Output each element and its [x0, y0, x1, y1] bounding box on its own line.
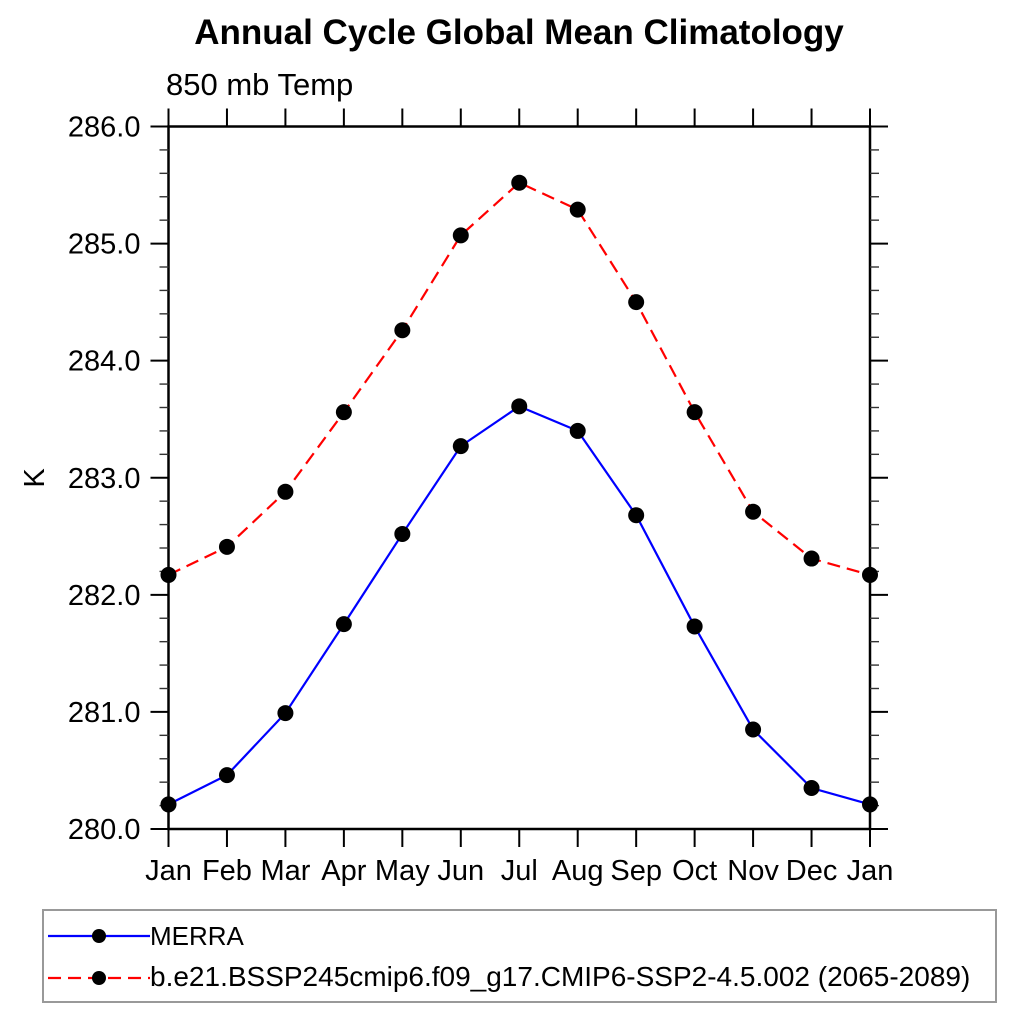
legend-line-sample-dashed — [48, 971, 150, 985]
y-axis-title: K — [19, 468, 51, 488]
legend-label-model: b.e21.BSSP245cmip6.f09_g17.CMIP6-SSP2-4.… — [150, 961, 971, 992]
data-point-marker — [803, 780, 820, 797]
x-axis: Jan Feb Mar Apr May Jun Jul Aug Sep Oct Nov Dec Jan — [145, 108, 894, 887]
data-point-marker — [511, 398, 528, 415]
x-tick-label: May — [375, 855, 430, 887]
x-tick-label: Aug — [552, 855, 604, 887]
y-tick-label: 283.0 — [68, 463, 141, 495]
chart-subtitle: 850 mb Temp — [166, 67, 354, 102]
data-point-marker — [218, 767, 235, 784]
plot-frame — [167, 125, 872, 831]
legend-box: MERRA b.e21.BSSP245cmip6.f09_g17.CMIP6-S… — [42, 909, 997, 1003]
legend-label-merra: MERRA — [150, 921, 244, 951]
x-tick-label: Nov — [727, 855, 779, 887]
data-point-marker — [745, 503, 762, 520]
data-point-marker — [569, 422, 586, 439]
data-point-marker — [160, 796, 177, 813]
data-point-marker — [745, 721, 762, 738]
x-tick-label: Sep — [610, 855, 662, 887]
x-tick-label: Jan — [847, 855, 894, 887]
legend-sample-marker — [92, 929, 106, 943]
data-point-marker — [394, 322, 411, 339]
data-point-marker — [335, 404, 352, 421]
x-tick-label: Feb — [202, 855, 252, 887]
data-point-marker — [686, 404, 703, 421]
series-line — [168, 181, 871, 576]
y-tick-label: 281.0 — [68, 697, 141, 729]
y-axis: 280.0 281.0 282.0 283.0 284.0 285.0 286.0 — [68, 112, 888, 846]
series-model — [160, 174, 878, 583]
x-tick-label: Apr — [321, 855, 366, 887]
x-tick-label: Mar — [260, 855, 310, 887]
x-tick-label: Oct — [672, 855, 717, 887]
data-point-marker — [394, 525, 411, 542]
y-tick-label: 284.0 — [68, 346, 141, 378]
x-tick-label: Jan — [145, 855, 192, 887]
data-point-marker — [862, 796, 878, 813]
data-point-marker — [452, 227, 469, 244]
y-tick-label: 282.0 — [68, 580, 141, 612]
data-point-marker — [160, 566, 177, 583]
series-merra — [160, 398, 878, 813]
data-point-marker — [803, 550, 820, 567]
y-tick-label: 280.0 — [68, 814, 141, 846]
data-point-marker — [628, 294, 645, 311]
y-tick-label: 286.0 — [68, 112, 141, 144]
legend-sample-marker — [92, 971, 106, 985]
data-point-marker — [686, 618, 703, 635]
data-point-marker — [628, 507, 645, 524]
y-tick-label: 285.0 — [68, 229, 141, 261]
data-point-marker — [277, 483, 294, 500]
x-tick-label: Dec — [786, 855, 838, 887]
data-point-marker — [511, 174, 528, 191]
chart-title: Annual Cycle Global Mean Climatology — [194, 13, 844, 52]
x-tick-label: Jun — [437, 855, 484, 887]
data-point-marker — [569, 201, 586, 218]
x-tick-label: Jul — [501, 855, 538, 887]
data-point-marker — [862, 566, 878, 583]
data-point-marker — [218, 538, 235, 555]
data-point-marker — [277, 705, 294, 722]
data-point-marker — [335, 616, 352, 633]
series-line — [168, 405, 871, 806]
legend-line-sample-solid — [48, 929, 150, 943]
data-point-marker — [452, 438, 469, 455]
